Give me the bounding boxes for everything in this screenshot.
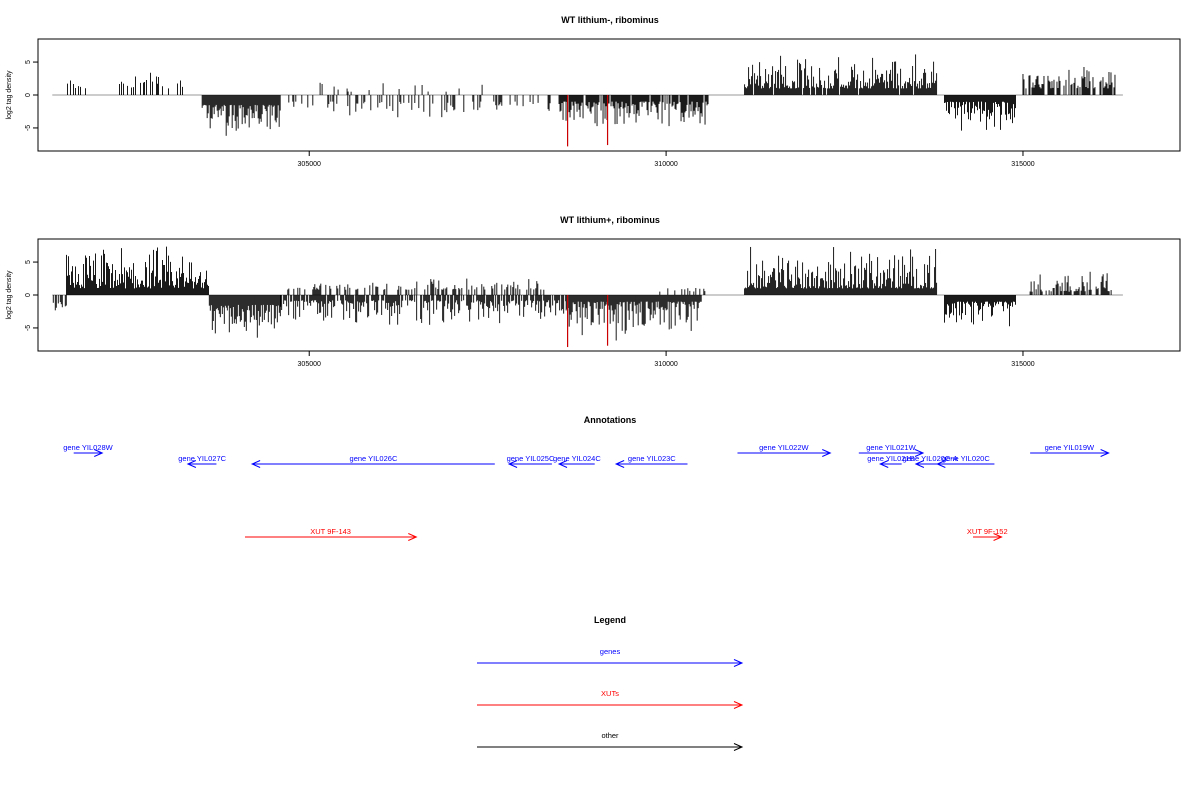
arrow-icon — [993, 533, 1003, 541]
annotation-feature: gene YIL022W — [737, 443, 832, 457]
arrow-icon — [822, 449, 832, 457]
y-tick-label: 0 — [25, 93, 32, 97]
arrow-icon — [733, 701, 744, 709]
track-panel-lithium-minus: WT lithium-, ribominus log2 tag density … — [6, 15, 1181, 168]
legend-item: genes — [477, 647, 744, 667]
arrow-icon — [507, 460, 518, 468]
legend-item: other — [477, 731, 744, 751]
annotation-feature: gene YIL021W — [858, 443, 925, 457]
legend-label: other — [601, 731, 619, 740]
y-tick-label: -5 — [25, 325, 32, 331]
legend-panel: Legend genes XUTs other — [477, 615, 744, 751]
feature-label: gene YIL026C — [350, 454, 398, 463]
y-tick-label: -5 — [25, 125, 32, 131]
arrow-icon — [614, 460, 625, 468]
arrow-icon — [878, 460, 889, 468]
annotation-feature: XUT 9F-152 — [967, 527, 1008, 541]
arrow-icon — [733, 743, 744, 751]
annotations-title: Annotations — [584, 415, 637, 425]
feature-label: gene YIL025C — [507, 454, 555, 463]
legend-title: Legend — [594, 615, 626, 625]
bar-marks — [52, 246, 1123, 348]
legend-item: XUTs — [477, 689, 744, 709]
arrow-icon — [1100, 449, 1110, 457]
annotation-feature: gene YIL020C — [936, 454, 995, 468]
legend-label: XUTs — [601, 689, 619, 698]
annotation-feature: gene YIL026C — [250, 454, 495, 468]
arrow-icon — [408, 533, 418, 541]
annotation-feature: gene YIL028W — [63, 443, 114, 457]
x-tick-label: 315000 — [1011, 361, 1034, 368]
arrow-icon — [936, 460, 946, 468]
y-axis-label: log2 tag density — [6, 270, 13, 320]
feature-label: gene YIL028W — [63, 443, 113, 452]
x-tick-label: 305000 — [298, 161, 321, 168]
annotation-feature: XUT 9F-143 — [244, 527, 418, 541]
y-tick-label: 0 — [25, 293, 32, 297]
x-tick-label: 315000 — [1011, 161, 1034, 168]
plot-frame — [37, 38, 1181, 152]
track-title: WT lithium-, ribominus — [561, 15, 659, 25]
axis-ticks: 305000 310000 315000 5 0 -5 — [25, 60, 1035, 168]
y-axis-label: log2 tag density — [6, 70, 13, 120]
arrow-icon — [186, 460, 197, 468]
annotation-feature: gene YIL027C — [178, 454, 227, 468]
arrow-icon — [733, 659, 744, 667]
annotation-feature: gene YIL019W — [1030, 443, 1110, 457]
feature-label: XUT 9F-143 — [310, 527, 351, 536]
feature-label: gene YIL020C-A — [903, 454, 958, 463]
annotation-feature: gene YIL024C — [553, 454, 601, 468]
legend-items: genes XUTs other — [477, 647, 744, 751]
arrow-icon — [250, 460, 261, 468]
x-tick-label: 305000 — [298, 361, 321, 368]
annotation-features: gene YIL028W gene YIL027C gene YIL026C gene… — [63, 443, 1110, 541]
feature-label: gene YIL020C — [942, 454, 990, 463]
legend-label: genes — [600, 647, 621, 656]
arrow-icon — [94, 449, 104, 457]
annotation-feature: gene YIL023C — [614, 454, 688, 468]
feature-label: gene YIL021W — [866, 443, 916, 452]
track-title: WT lithium+, ribominus — [560, 215, 660, 225]
feature-label: gene YIL022W — [759, 443, 809, 452]
feature-label: XUT 9F-152 — [967, 527, 1008, 536]
feature-label: gene YIL027C — [178, 454, 226, 463]
feature-label: gene YIL021B — [867, 454, 914, 463]
arrow-icon — [914, 460, 925, 468]
y-tick-label: 5 — [25, 60, 32, 64]
feature-label: gene YIL024C — [553, 454, 601, 463]
x-tick-label: 310000 — [654, 161, 677, 168]
plot-frame — [37, 238, 1181, 352]
annotation-feature: gene YIL021B — [867, 454, 915, 468]
y-tick-label: 5 — [25, 260, 32, 264]
arrow-icon — [557, 460, 568, 468]
bar-marks — [52, 54, 1123, 147]
feature-label: gene YIL023C — [628, 454, 676, 463]
track-panel-lithium-plus: WT lithium+, ribominus log2 tag density … — [6, 215, 1181, 368]
annotation-feature: gene YIL025C — [507, 454, 555, 468]
feature-label: gene YIL019W — [1045, 443, 1095, 452]
x-tick-label: 310000 — [654, 361, 677, 368]
arrow-icon — [914, 449, 925, 457]
axis-ticks: 305000 310000 315000 5 0 -5 — [25, 260, 1035, 368]
